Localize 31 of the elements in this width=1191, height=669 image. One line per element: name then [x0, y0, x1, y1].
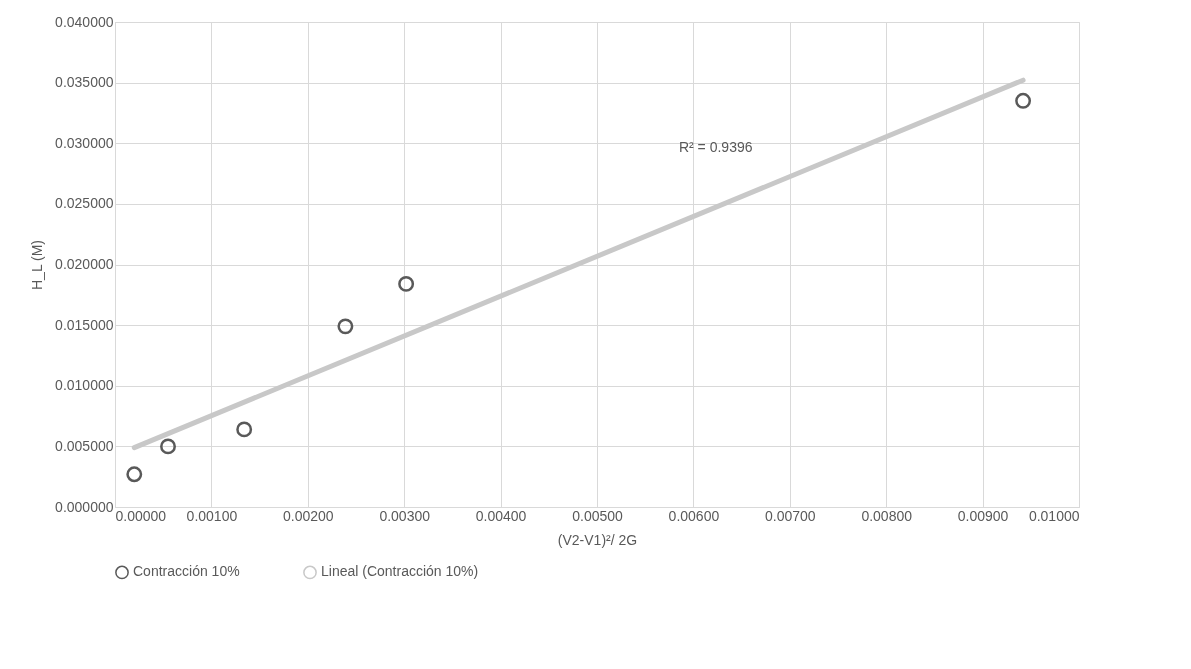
y-tick-label: 0.005000: [55, 437, 114, 454]
point: [1015, 92, 1032, 109]
y-tick-label: 0.000000: [55, 498, 114, 515]
x-tick-label: 0.00000: [115, 507, 167, 524]
x-tick-label: 0.00400: [475, 507, 527, 524]
point: [398, 275, 415, 292]
point: [160, 438, 176, 455]
annotation: R² = 0.9396: [678, 139, 753, 156]
point: [337, 318, 354, 335]
y-tick-label: 0.035000: [55, 74, 114, 91]
x-tick-label: 0.00800: [861, 507, 913, 524]
y-axis-title: H_L (M): [29, 239, 46, 291]
x-tick-label: 0.01000: [1028, 507, 1080, 524]
y-tick-label: 0.015000: [55, 316, 114, 333]
x-tick-label: 0.00700: [765, 507, 816, 524]
y-tick-label: 0.025000: [55, 195, 114, 212]
x-tick-label: 0.00100: [186, 507, 238, 524]
point: [126, 466, 143, 483]
x-tick-label: 0.00200: [283, 507, 334, 524]
y-tick-label: 0.010000: [55, 377, 114, 394]
legend-label: Contracción 10%: [133, 563, 240, 580]
point: [236, 421, 253, 438]
y-tick-label: 0.030000: [55, 134, 114, 151]
y-tick-label: 0.040000: [55, 13, 114, 30]
legend-label: Lineal (Contracción 10%): [321, 563, 479, 580]
x-axis-title: (V2-V1)²/ 2G: [557, 531, 638, 548]
x-tick-label: 0.00300: [379, 507, 431, 524]
x-tick-label: 0.00600: [668, 507, 720, 524]
x-tick-label: 0.00900: [957, 507, 1009, 524]
y-tick-label: 0.020000: [55, 256, 114, 272]
x-tick-label: 0.00500: [572, 507, 624, 524]
